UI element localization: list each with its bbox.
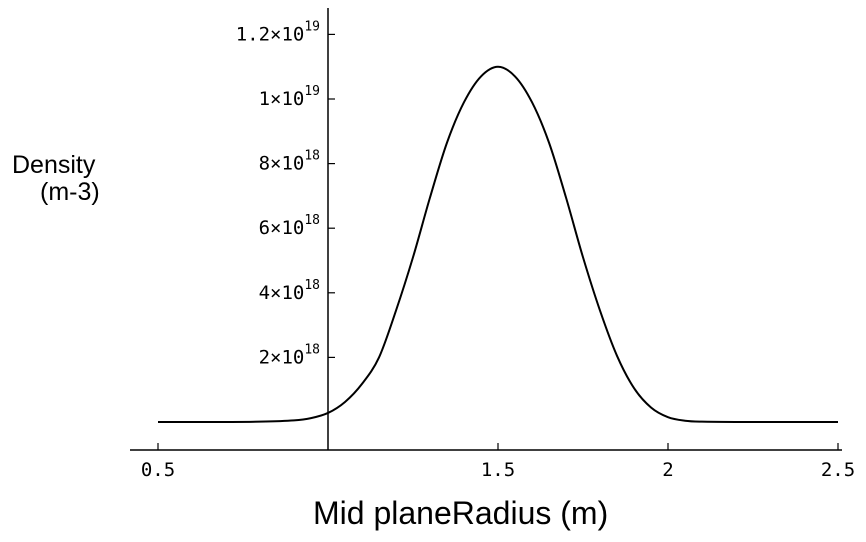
y-axis-label-line1: Density bbox=[12, 151, 96, 179]
y-axis-label-line2: (m-3) bbox=[40, 178, 100, 206]
x-tick-label: 2.5 bbox=[821, 459, 855, 481]
x-ticks: 0.5 1.5 2 2.5 bbox=[141, 443, 855, 481]
density-curve bbox=[157, 65, 838, 424]
series bbox=[157, 65, 838, 424]
y-tick-label: 4×1018 bbox=[259, 278, 320, 304]
y-tick-label: 8×1018 bbox=[259, 149, 320, 175]
y-tick-label: 2×1018 bbox=[259, 342, 320, 368]
x-tick-label: 1.5 bbox=[481, 459, 515, 481]
y-tick-label: 1.2×1019 bbox=[236, 19, 320, 45]
x-axis-label: Mid planeRadius (m) bbox=[313, 495, 609, 531]
axes bbox=[130, 8, 842, 451]
y-ticks: 2×10184×10186×10188×10181×10191.2×10191.… bbox=[236, 19, 335, 368]
x-tick-label: 2 bbox=[662, 459, 673, 481]
y-tick-label: 6×1018 bbox=[259, 213, 320, 239]
x-tick-label: 0.5 bbox=[141, 459, 175, 481]
y-tick-label: 1×1019 bbox=[259, 84, 320, 110]
